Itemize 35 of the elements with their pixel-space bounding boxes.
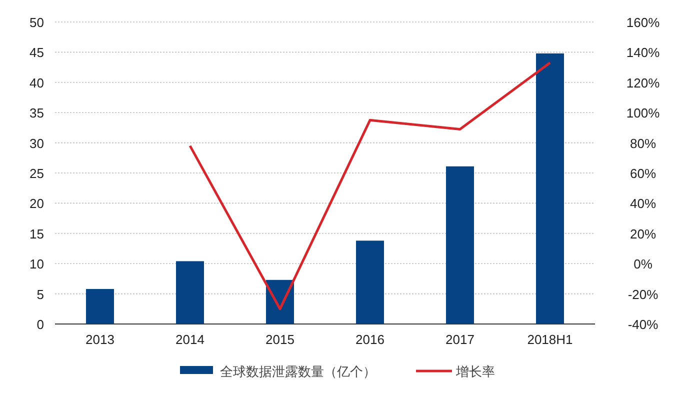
bar: [356, 240, 384, 324]
bar: [536, 53, 564, 324]
y-tick-label: 40: [30, 75, 44, 90]
y2-tick-label: 140%: [626, 45, 660, 60]
x-tick-label: 2016: [356, 332, 384, 347]
x-tick-label: 2018H1: [527, 332, 573, 347]
x-tick-label: 2013: [86, 332, 114, 347]
y2-tick-label: -20%: [628, 286, 659, 302]
x-tick-label: 2017: [446, 332, 474, 347]
y-tick-label: 5: [36, 286, 44, 302]
y-tick-label: 20: [30, 196, 44, 212]
bar: [176, 261, 204, 324]
y2-tick-label: 40%: [630, 196, 656, 212]
y2-tick-label: 120%: [626, 75, 660, 90]
y-tick-label: 0: [36, 317, 44, 332]
y-tick-label: 15: [30, 226, 44, 242]
y2-tick-label: 0%: [634, 256, 653, 272]
y2-tick-label: 20%: [630, 226, 656, 242]
y-tick-label: 50: [30, 15, 44, 30]
x-tick-label: 2015: [266, 332, 294, 347]
y-tick-label: 30: [30, 136, 44, 151]
y2-tick-label: 100%: [626, 106, 660, 121]
y2-tick-label: 60%: [630, 166, 656, 181]
x-tick-label: 2014: [176, 332, 204, 347]
y-tick-label: 45: [30, 45, 44, 60]
y-tick-label: 10: [30, 256, 44, 272]
y2-tick-label: 80%: [630, 136, 656, 151]
y-tick-label: 25: [30, 166, 44, 181]
y2-tick-label: 160%: [626, 15, 660, 30]
y2-tick-label: -40%: [628, 317, 659, 332]
bar: [86, 288, 114, 324]
bar: [446, 166, 474, 324]
y-tick-label: 35: [30, 106, 44, 121]
legend-label: 增长率: [455, 364, 495, 379]
legend-label: 全球数据泄露数量（亿个）: [220, 364, 376, 379]
